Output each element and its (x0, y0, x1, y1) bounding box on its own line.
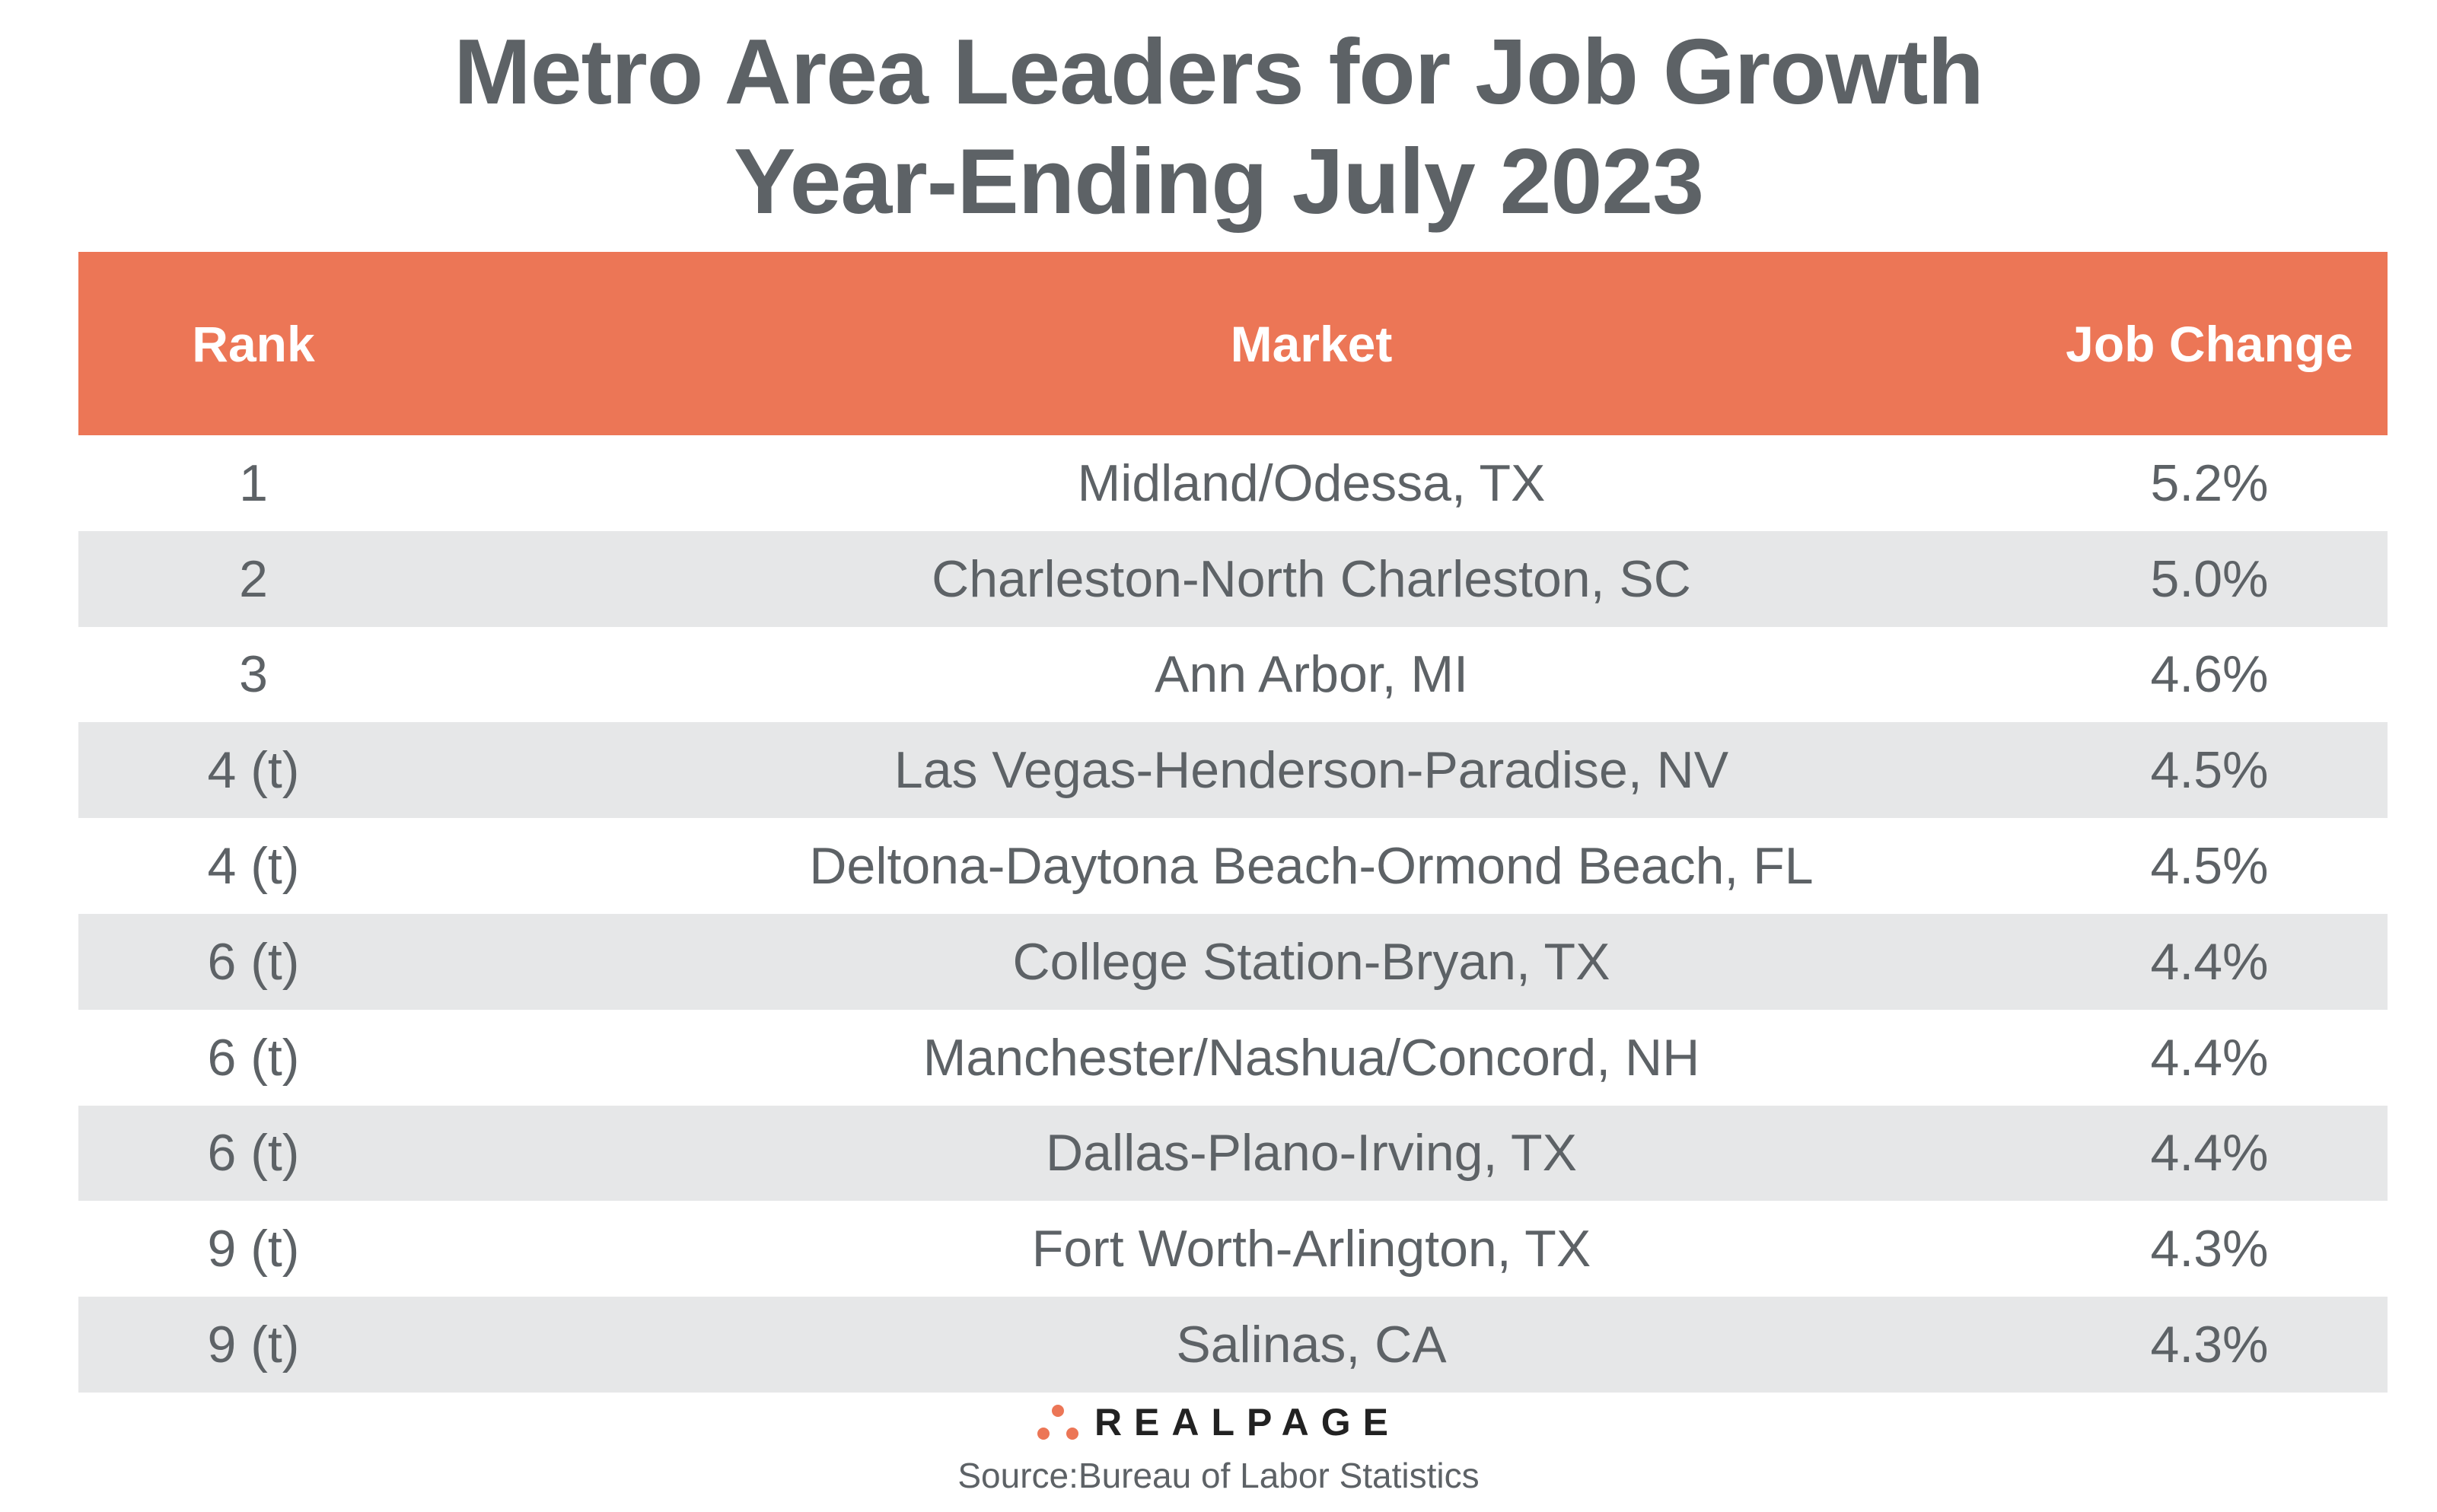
table-row: 6 (t) College Station-Bryan, TX 4.4% (78, 913, 2388, 1010)
cell-job-change: 5.2% (2150, 454, 2269, 512)
chart-title-line-2: Year-Ending July 2023 (733, 129, 1704, 233)
table-row: 3 Ann Arbor, MI 4.6% (78, 627, 2388, 723)
cell-rank: 2 (239, 549, 268, 608)
table-row: 6 (t) Dallas-Plano-Irving, TX 4.4% (78, 1105, 2388, 1202)
cell-job-change: 4.4% (2150, 1124, 2269, 1183)
table-row: 6 (t) Manchester/Nashua/Concord, NH 4.4% (78, 1010, 2388, 1106)
cell-market: Salinas, CA (1176, 1316, 1447, 1374)
cell-rank: 6 (t) (207, 1124, 300, 1183)
logo-text: REALPAGE (1094, 1401, 1401, 1444)
cell-rank: 9 (t) (207, 1220, 300, 1278)
cell-market: Dallas-Plano-Irving, TX (1046, 1124, 1577, 1183)
cell-rank: 1 (239, 454, 268, 512)
cell-job-change: 4.5% (2150, 837, 2269, 896)
cell-market: Deltona-Daytona Beach-Ormond Beach, FL (809, 837, 1814, 896)
cell-rank: 4 (t) (207, 837, 300, 896)
table-row: 9 (t) Fort Worth-Arlington, TX 4.3% (78, 1201, 2388, 1297)
cell-market: Manchester/Nashua/Concord, NH (922, 1028, 1700, 1087)
cell-job-change: 4.4% (2150, 1028, 2269, 1087)
header-market: Market (1230, 315, 1393, 372)
chart-title-line-1: Metro Area Leaders for Job Growth (454, 20, 1984, 123)
cell-job-change: 4.5% (2150, 741, 2269, 800)
cell-market: Charleston-North Charleston, SC (932, 549, 1691, 608)
cell-market: Fort Worth-Arlington, TX (1031, 1220, 1591, 1278)
cell-job-change: 4.3% (2150, 1316, 2269, 1374)
table-row: 1 Midland/Odessa, TX 5.2% (78, 435, 2388, 531)
cell-market: College Station-Bryan, TX (1012, 932, 1610, 991)
table-row: 4 (t) Las Vegas-Henderson-Paradise, NV 4.5… (78, 722, 2388, 819)
cell-market: Las Vegas-Henderson-Paradise, NV (894, 741, 1729, 800)
table-row: 9 (t) Salinas, CA 4.3% (78, 1297, 2388, 1393)
table-row: 4 (t) Deltona-Daytona Beach-Ormond Beach,… (78, 818, 2388, 914)
logo-dots-icon (1037, 1405, 1078, 1440)
cell-rank: 6 (t) (207, 932, 300, 991)
cell-rank: 3 (239, 645, 268, 704)
table-header: Rank Market Job Change (78, 252, 2388, 435)
cell-rank: 4 (t) (207, 741, 300, 800)
cell-market: Midland/Odessa, TX (1077, 454, 1546, 512)
realpage-logo: REALPAGE (0, 1400, 2437, 1444)
cell-rank: 6 (t) (207, 1028, 300, 1087)
table-row: 2 Charleston-North Charleston, SC 5.0% (78, 530, 2388, 627)
header-rank: Rank (192, 315, 315, 372)
cell-market: Ann Arbor, MI (1155, 645, 1468, 704)
cell-job-change: 4.3% (2150, 1220, 2269, 1278)
cell-job-change: 5.0% (2150, 549, 2269, 608)
job-growth-table: Rank Market Job Change 1 Midland/Odessa, … (78, 252, 2388, 1393)
source-note: Source:Bureau of Labor Statistics (957, 1456, 1480, 1495)
header-job-change: Job Change (2066, 315, 2353, 372)
cell-job-change: 4.6% (2150, 645, 2269, 704)
cell-job-change: 4.4% (2150, 932, 2269, 991)
cell-rank: 9 (t) (207, 1316, 300, 1374)
